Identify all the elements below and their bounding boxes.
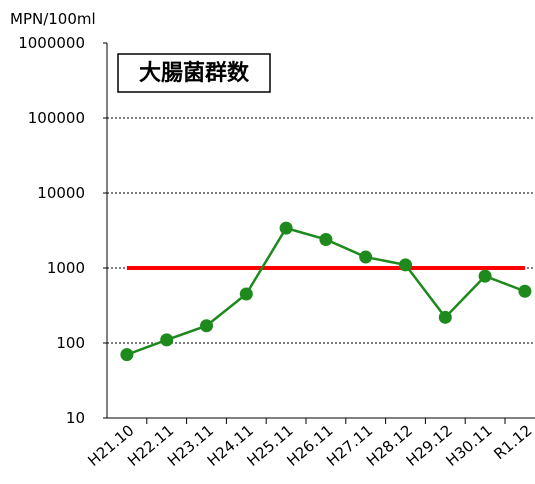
marker	[160, 333, 174, 347]
title-box	[117, 53, 271, 93]
marker	[399, 258, 412, 272]
y-tick-label: 10	[66, 409, 85, 427]
y-tick-label: 100	[56, 334, 85, 352]
marker	[239, 287, 253, 301]
marker	[200, 319, 213, 333]
marker	[438, 310, 452, 324]
x-tick-label: R1.12	[490, 421, 535, 463]
series-line	[126, 226, 526, 356]
y-tick-label: 1000	[47, 259, 85, 277]
y-tick-label: 100000	[28, 109, 85, 127]
marker	[359, 250, 373, 264]
y-tick-label: 10000	[37, 184, 85, 202]
y-axis-label: MPN/100ml	[10, 10, 96, 28]
y-tick-label: 1000000	[18, 34, 85, 52]
marker	[319, 232, 333, 246]
marker	[478, 269, 492, 283]
x-tick-label: H30.11	[443, 421, 496, 470]
marker	[518, 284, 532, 298]
chart-title: 大腸菌群数	[139, 60, 250, 86]
marker	[120, 348, 134, 362]
marker	[279, 221, 293, 235]
